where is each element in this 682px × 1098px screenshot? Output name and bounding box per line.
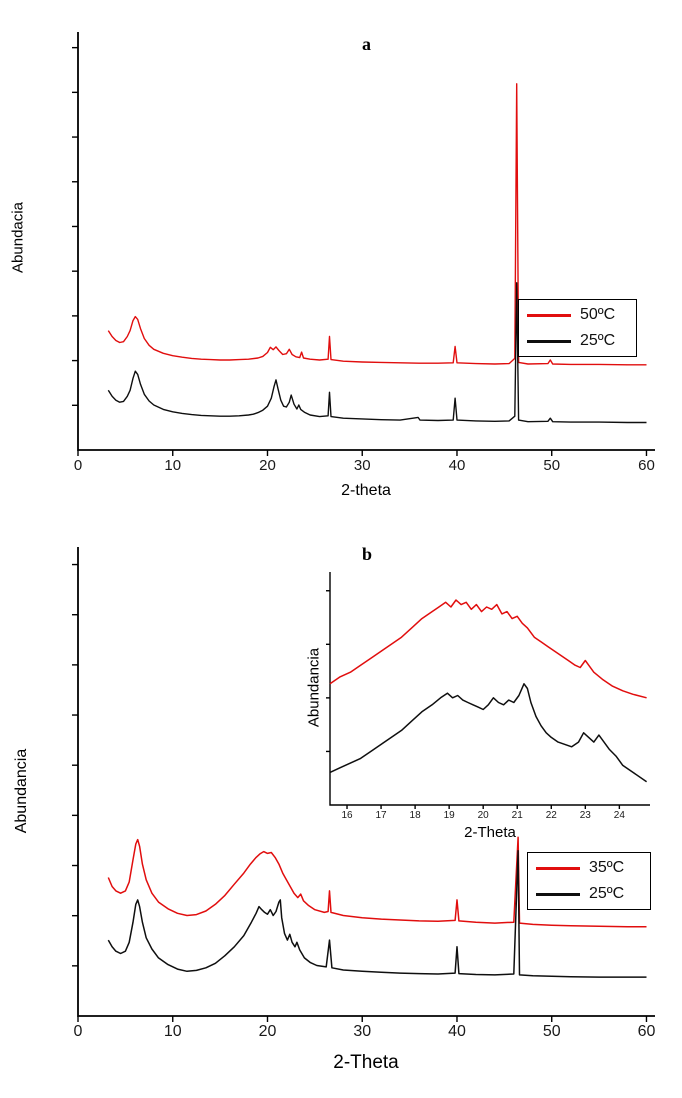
panel-b-letter: b: [362, 544, 373, 564]
x-tick-label: 50: [543, 457, 560, 474]
panel-b-x-axis-label: 2-Theta: [333, 1052, 399, 1073]
axes: [77, 32, 655, 451]
x-tick-label: 20: [259, 1023, 277, 1040]
legend-entry-35c: 35ºC: [536, 857, 642, 879]
series-line-35ºC: [107, 836, 647, 928]
xrd-chart-panel-a: 0 10 20 30 40 50 60: [72, 32, 655, 474]
inset-x-axis-label: 2-Theta: [464, 824, 516, 841]
x-tick-label: 0: [74, 1023, 83, 1040]
legend-label-25c: 25ºC: [589, 885, 625, 902]
legend-line-sample-red: [536, 866, 580, 870]
inset-y-axis-label: Abundancia: [305, 647, 323, 728]
panel-b-y-axis-label: Abundancia: [13, 748, 30, 834]
x-tick-label: 60: [638, 457, 655, 474]
legend-line-sample-black: [527, 339, 571, 343]
legend-entry-25c: 25ºC: [527, 330, 628, 352]
x-tick-label: 30: [354, 457, 371, 474]
x-tick-label: 10: [164, 1023, 182, 1040]
x-tick-label: 22: [546, 810, 558, 821]
panel-a-y-axis-label: Abundacia: [9, 202, 27, 273]
x-tick-label: 24: [614, 810, 626, 821]
series-line-25ºC: [107, 282, 647, 424]
legend-label-35c: 35ºC: [589, 859, 625, 876]
panel-b-legend: 35ºC 25ºC: [527, 852, 651, 910]
x-tick-label: 23: [580, 810, 592, 821]
x-tick-label: 60: [638, 1023, 656, 1040]
x-tick-label: 0: [74, 457, 82, 474]
x-tick-label: 30: [353, 1023, 371, 1040]
series-line-35ºC: [329, 599, 647, 699]
x-tick-label: 10: [164, 457, 181, 474]
panel-a-letter: a: [362, 34, 371, 54]
legend-entry-50c: 50ºC: [527, 304, 628, 326]
panel-a-legend: 50ºC 25ºC: [518, 299, 637, 357]
series-line-50ºC: [107, 83, 647, 366]
panel-a-x-axis-label: 2-theta: [341, 482, 391, 499]
xrd-chart-panel-b: 0 10 20 30 40 50 60 16 17 18 19 20 21 22 23 24: [72, 547, 656, 1040]
x-tick-label: 18: [410, 810, 422, 821]
axes: [329, 572, 650, 806]
x-tick-label: 40: [449, 457, 466, 474]
x-tick-label: 16: [341, 810, 353, 821]
axes: [77, 547, 655, 1017]
legend-label-25c: 25ºC: [580, 332, 616, 349]
x-tick-label: 21: [512, 810, 524, 821]
legend-line-sample-black: [536, 892, 580, 896]
x-tick-label: 50: [543, 1023, 561, 1040]
series-line-25ºC: [329, 683, 648, 783]
legend-label-50c: 50ºC: [580, 306, 616, 323]
series-line-25ºC: [107, 849, 647, 978]
x-tick-label: 17: [376, 810, 388, 821]
legend-line-sample-red: [527, 313, 571, 317]
x-tick-label: 20: [478, 810, 490, 821]
x-tick-label: 19: [444, 810, 456, 821]
x-tick-label: 20: [259, 457, 276, 474]
x-tick-label: 40: [448, 1023, 466, 1040]
legend-entry-25c: 25ºC: [536, 883, 642, 905]
